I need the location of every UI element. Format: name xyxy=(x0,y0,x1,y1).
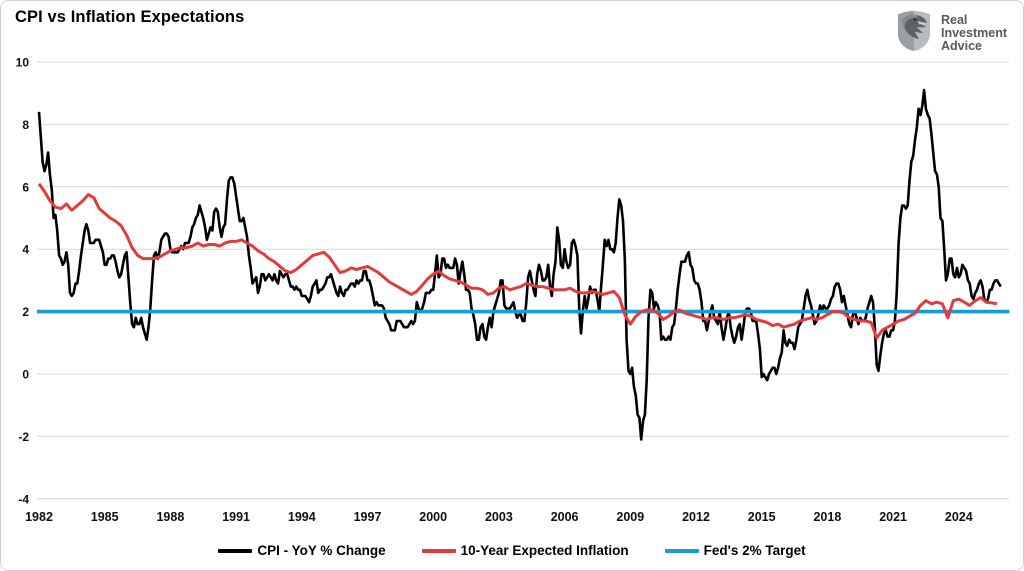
legend-item-expected-inflation: 10-Year Expected Inflation xyxy=(421,543,629,558)
expected-inflation-line-swatch xyxy=(421,548,456,553)
logo-line-2: Investment xyxy=(941,26,1007,40)
legend-item-fed-target: Fed's 2% Target xyxy=(664,543,806,558)
x-tick-label-2009: 2009 xyxy=(616,510,644,524)
y-tick-label-10: 10 xyxy=(16,56,30,70)
series-line-cpi-yoy-change xyxy=(37,88,1002,441)
fed-target-line-swatch xyxy=(664,548,699,553)
x-tick-label-2018: 2018 xyxy=(813,510,841,524)
legend-label-cpi: CPI - YoY % Change xyxy=(257,543,386,558)
x-tick-label-2006: 2006 xyxy=(551,510,579,524)
real-investment-advice-logo: Real Investment Advice xyxy=(894,10,1007,57)
y-tick-label-2: 2 xyxy=(22,305,29,319)
x-tick-label-2000: 2000 xyxy=(419,510,447,524)
x-tick-label-2012: 2012 xyxy=(682,510,710,524)
logo-line-3: Advice xyxy=(941,39,982,53)
x-tick-label-2015: 2015 xyxy=(748,510,776,524)
x-tick-label-1994: 1994 xyxy=(288,510,316,524)
legend-label-expected-inflation: 10-Year Expected Inflation xyxy=(460,543,629,558)
y-tick-label-0: 0 xyxy=(22,368,29,382)
y-tick-label-6: 6 xyxy=(22,180,29,194)
x-tick-label-1997: 1997 xyxy=(354,510,382,524)
x-tick-label-1991: 1991 xyxy=(222,510,250,524)
x-tick-label-1985: 1985 xyxy=(91,510,119,524)
series-line-10-year-expected-inflation xyxy=(37,182,998,340)
cpi-line-swatch xyxy=(218,548,253,553)
legend-item-cpi: CPI - YoY % Change xyxy=(218,543,386,558)
y-tick-label-8: 8 xyxy=(22,118,29,132)
eagle-icon xyxy=(894,10,934,57)
logo-line-1: Real xyxy=(941,13,968,27)
x-tick-label-2021: 2021 xyxy=(879,510,907,524)
legend-label-fed-target: Fed's 2% Target xyxy=(703,543,806,558)
logo-text: Real Investment Advice xyxy=(941,14,1007,53)
y-tick-label-4: 4 xyxy=(22,243,29,257)
x-tick-label-1988: 1988 xyxy=(156,510,184,524)
x-tick-label-2003: 2003 xyxy=(485,510,513,524)
page-title: CPI vs Inflation Expectations xyxy=(15,8,245,26)
chart-legend: CPI - YoY % Change 10-Year Expected Infl… xyxy=(1,543,1023,558)
y-tick-label--4: -4 xyxy=(18,492,29,506)
x-tick-label-2024: 2024 xyxy=(945,510,973,524)
x-tick-label-1982: 1982 xyxy=(25,510,53,524)
y-tick-label--2: -2 xyxy=(18,430,29,444)
